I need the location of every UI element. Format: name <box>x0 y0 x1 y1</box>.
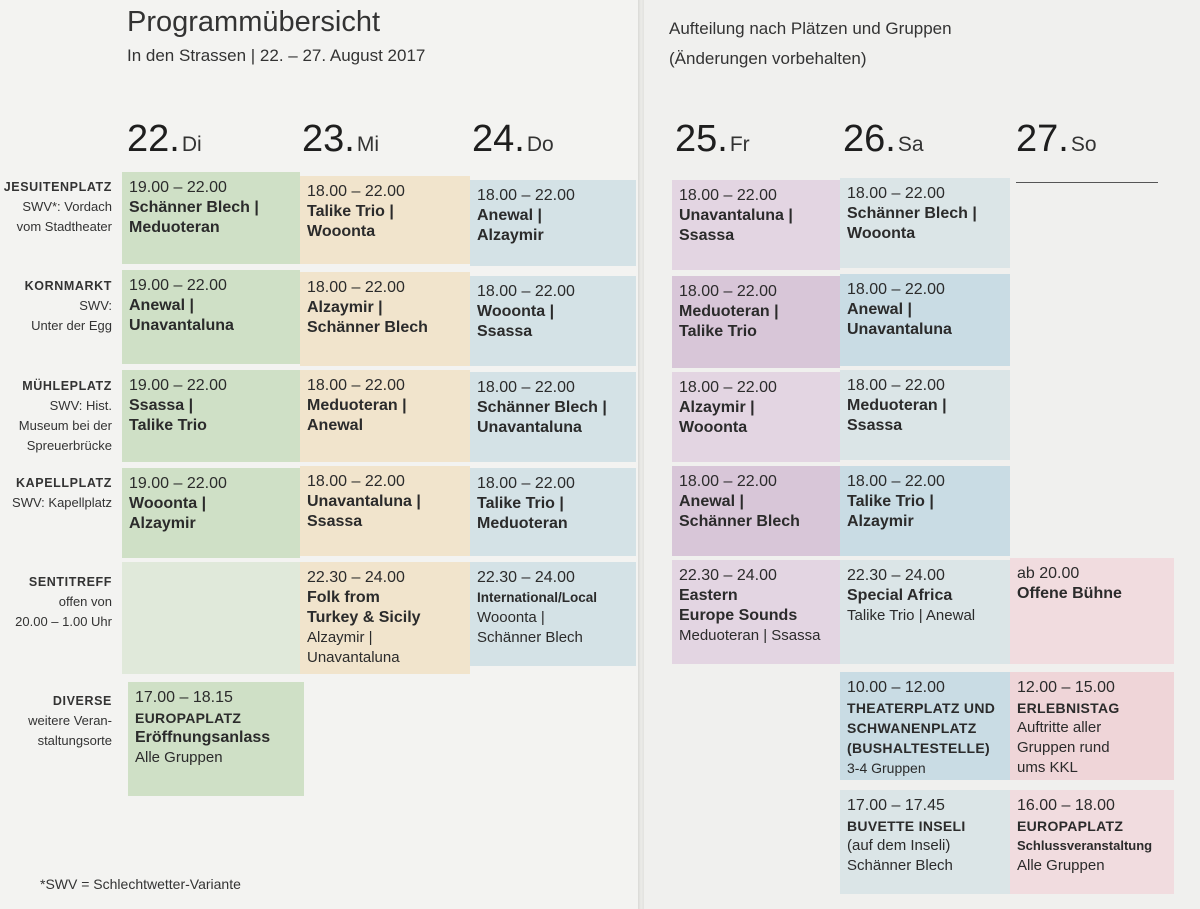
slot-muehleplatz-26: 18.00 – 22.00 Meduoteran | Ssassa <box>840 370 1010 460</box>
venue-muehleplatz: MÜHLEPLATZ SWV: Hist. Museum bei der Spreue… <box>18 379 112 453</box>
slot-muehleplatz-22: 19.00 – 22.00 Ssassa | Talike Trio <box>122 370 300 462</box>
day-header-23: 23.Mi <box>302 118 454 183</box>
slot-kapellplatz-26: 18.00 – 22.00 Talike Trio | Alzaymir <box>840 466 1010 556</box>
venue-kapellplatz: KAPELLPLATZ SWV: Kapellplatz <box>12 476 112 510</box>
venue-diverse: DIVERSE weitere Veran-staltungsorte <box>28 694 112 748</box>
slot-muehleplatz-23: 18.00 – 22.00 Meduoteran | Anewal <box>300 370 470 462</box>
slot-diverse-26-theaterplatz: 10.00 – 12.00 THEATERPLATZ UND SCHWANENPLA… <box>840 672 1010 780</box>
day-header-27: 27.So <box>1016 118 1158 183</box>
day-header-24: 24.Do <box>472 118 624 183</box>
day-header-25: 25.Fr <box>675 118 825 183</box>
slot-jesuitenplatz-24: 18.00 – 22.00 Anewal | Alzaymir <box>470 180 636 266</box>
slot-jesuitenplatz-26: 18.00 – 22.00 Schänner Blech | Wooonta <box>840 178 1010 268</box>
slot-kornmarkt-24: 18.00 – 22.00 Wooonta | Ssassa <box>470 276 636 366</box>
slot-muehleplatz-24: 18.00 – 22.00 Schänner Blech | Unavantalun… <box>470 372 636 462</box>
slot-sentitreff-25: 22.30 – 24.00 Eastern Europe Sounds Meduote… <box>672 560 840 664</box>
slot-diverse-26-buvette: 17.00 – 17.45 BUVETTE INSELI (auf dem Inse… <box>840 790 1010 894</box>
page-fold <box>638 0 644 909</box>
venue-jesuitenplatz: JESUITENPLATZ SWV*: Vordach vom Stadtheate… <box>3 180 112 234</box>
day-header-26: 26.Sa <box>843 118 997 183</box>
slot-sentitreff-26: 22.30 – 24.00 Special Africa Talike Trio |… <box>840 560 1010 664</box>
slot-kornmarkt-26: 18.00 – 22.00 Anewal | Unavantaluna <box>840 274 1010 366</box>
footnote: *SWV = Schlechtwetter-Variante <box>40 876 241 892</box>
slot-diverse-27-erlebnistag: 12.00 – 15.00 ERLEBNISTAG Auftritte aller G… <box>1010 672 1174 780</box>
slot-kornmarkt-23: 18.00 – 22.00 Alzaymir | Schänner Blech <box>300 272 470 366</box>
right-heading: Aufteilung nach Plätzen und Gruppen <box>669 19 952 38</box>
slot-diverse-27-europaplatz: 16.00 – 18.00 EUROPAPLATZ Schlussveranstal… <box>1010 790 1174 894</box>
right-heading-note: (Änderungen vorbehalten) <box>669 49 867 68</box>
slot-kapellplatz-22: 19.00 – 22.00 Wooonta | Alzaymir <box>122 468 300 558</box>
page-title: Programmübersicht <box>127 6 381 38</box>
page-subtitle: In den Strassen | 22. – 27. August 2017 <box>127 46 426 65</box>
slot-diverse-22: 17.00 – 18.15 EUROPAPLATZ Eröffnungsanlass… <box>128 682 304 796</box>
slot-sentitreff-23: 22.30 – 24.00 Folk from Turkey & Sicily Alz… <box>300 562 470 674</box>
slot-muehleplatz-25: 18.00 – 22.00 Alzaymir | Wooonta <box>672 372 840 462</box>
slot-kornmarkt-25: 18.00 – 22.00 Meduoteran | Talike Trio <box>672 276 840 368</box>
slot-jesuitenplatz-25: 18.00 – 22.00 Unavantaluna | Ssassa <box>672 180 840 270</box>
slot-kapellplatz-25: 18.00 – 22.00 Anewal | Schänner Blech <box>672 466 840 556</box>
venue-kornmarkt: KORNMARKT SWV: Unter der Egg <box>24 279 112 333</box>
slot-sentitreff-22-empty <box>122 562 300 674</box>
slot-sentitreff-24: 22.30 – 24.00 International/Local Wooonta … <box>470 562 636 666</box>
slot-jesuitenplatz-23: 18.00 – 22.00 Talike Trio | Wooonta <box>300 176 470 264</box>
slot-kapellplatz-23: 18.00 – 22.00 Unavantaluna | Ssassa <box>300 466 470 556</box>
slot-kornmarkt-22: 19.00 – 22.00 Anewal | Unavantaluna <box>122 270 300 364</box>
slot-kapellplatz-24: 18.00 – 22.00 Talike Trio | Meduoteran <box>470 468 636 556</box>
slot-sentitreff-27: ab 20.00 Offene Bühne <box>1010 558 1174 664</box>
venue-sentitreff: SENTITREFF offen von 20.00 – 1.00 Uhr <box>15 575 112 629</box>
slot-jesuitenplatz-22: 19.00 – 22.00 Schänner Blech | Meduoteran <box>122 172 300 264</box>
